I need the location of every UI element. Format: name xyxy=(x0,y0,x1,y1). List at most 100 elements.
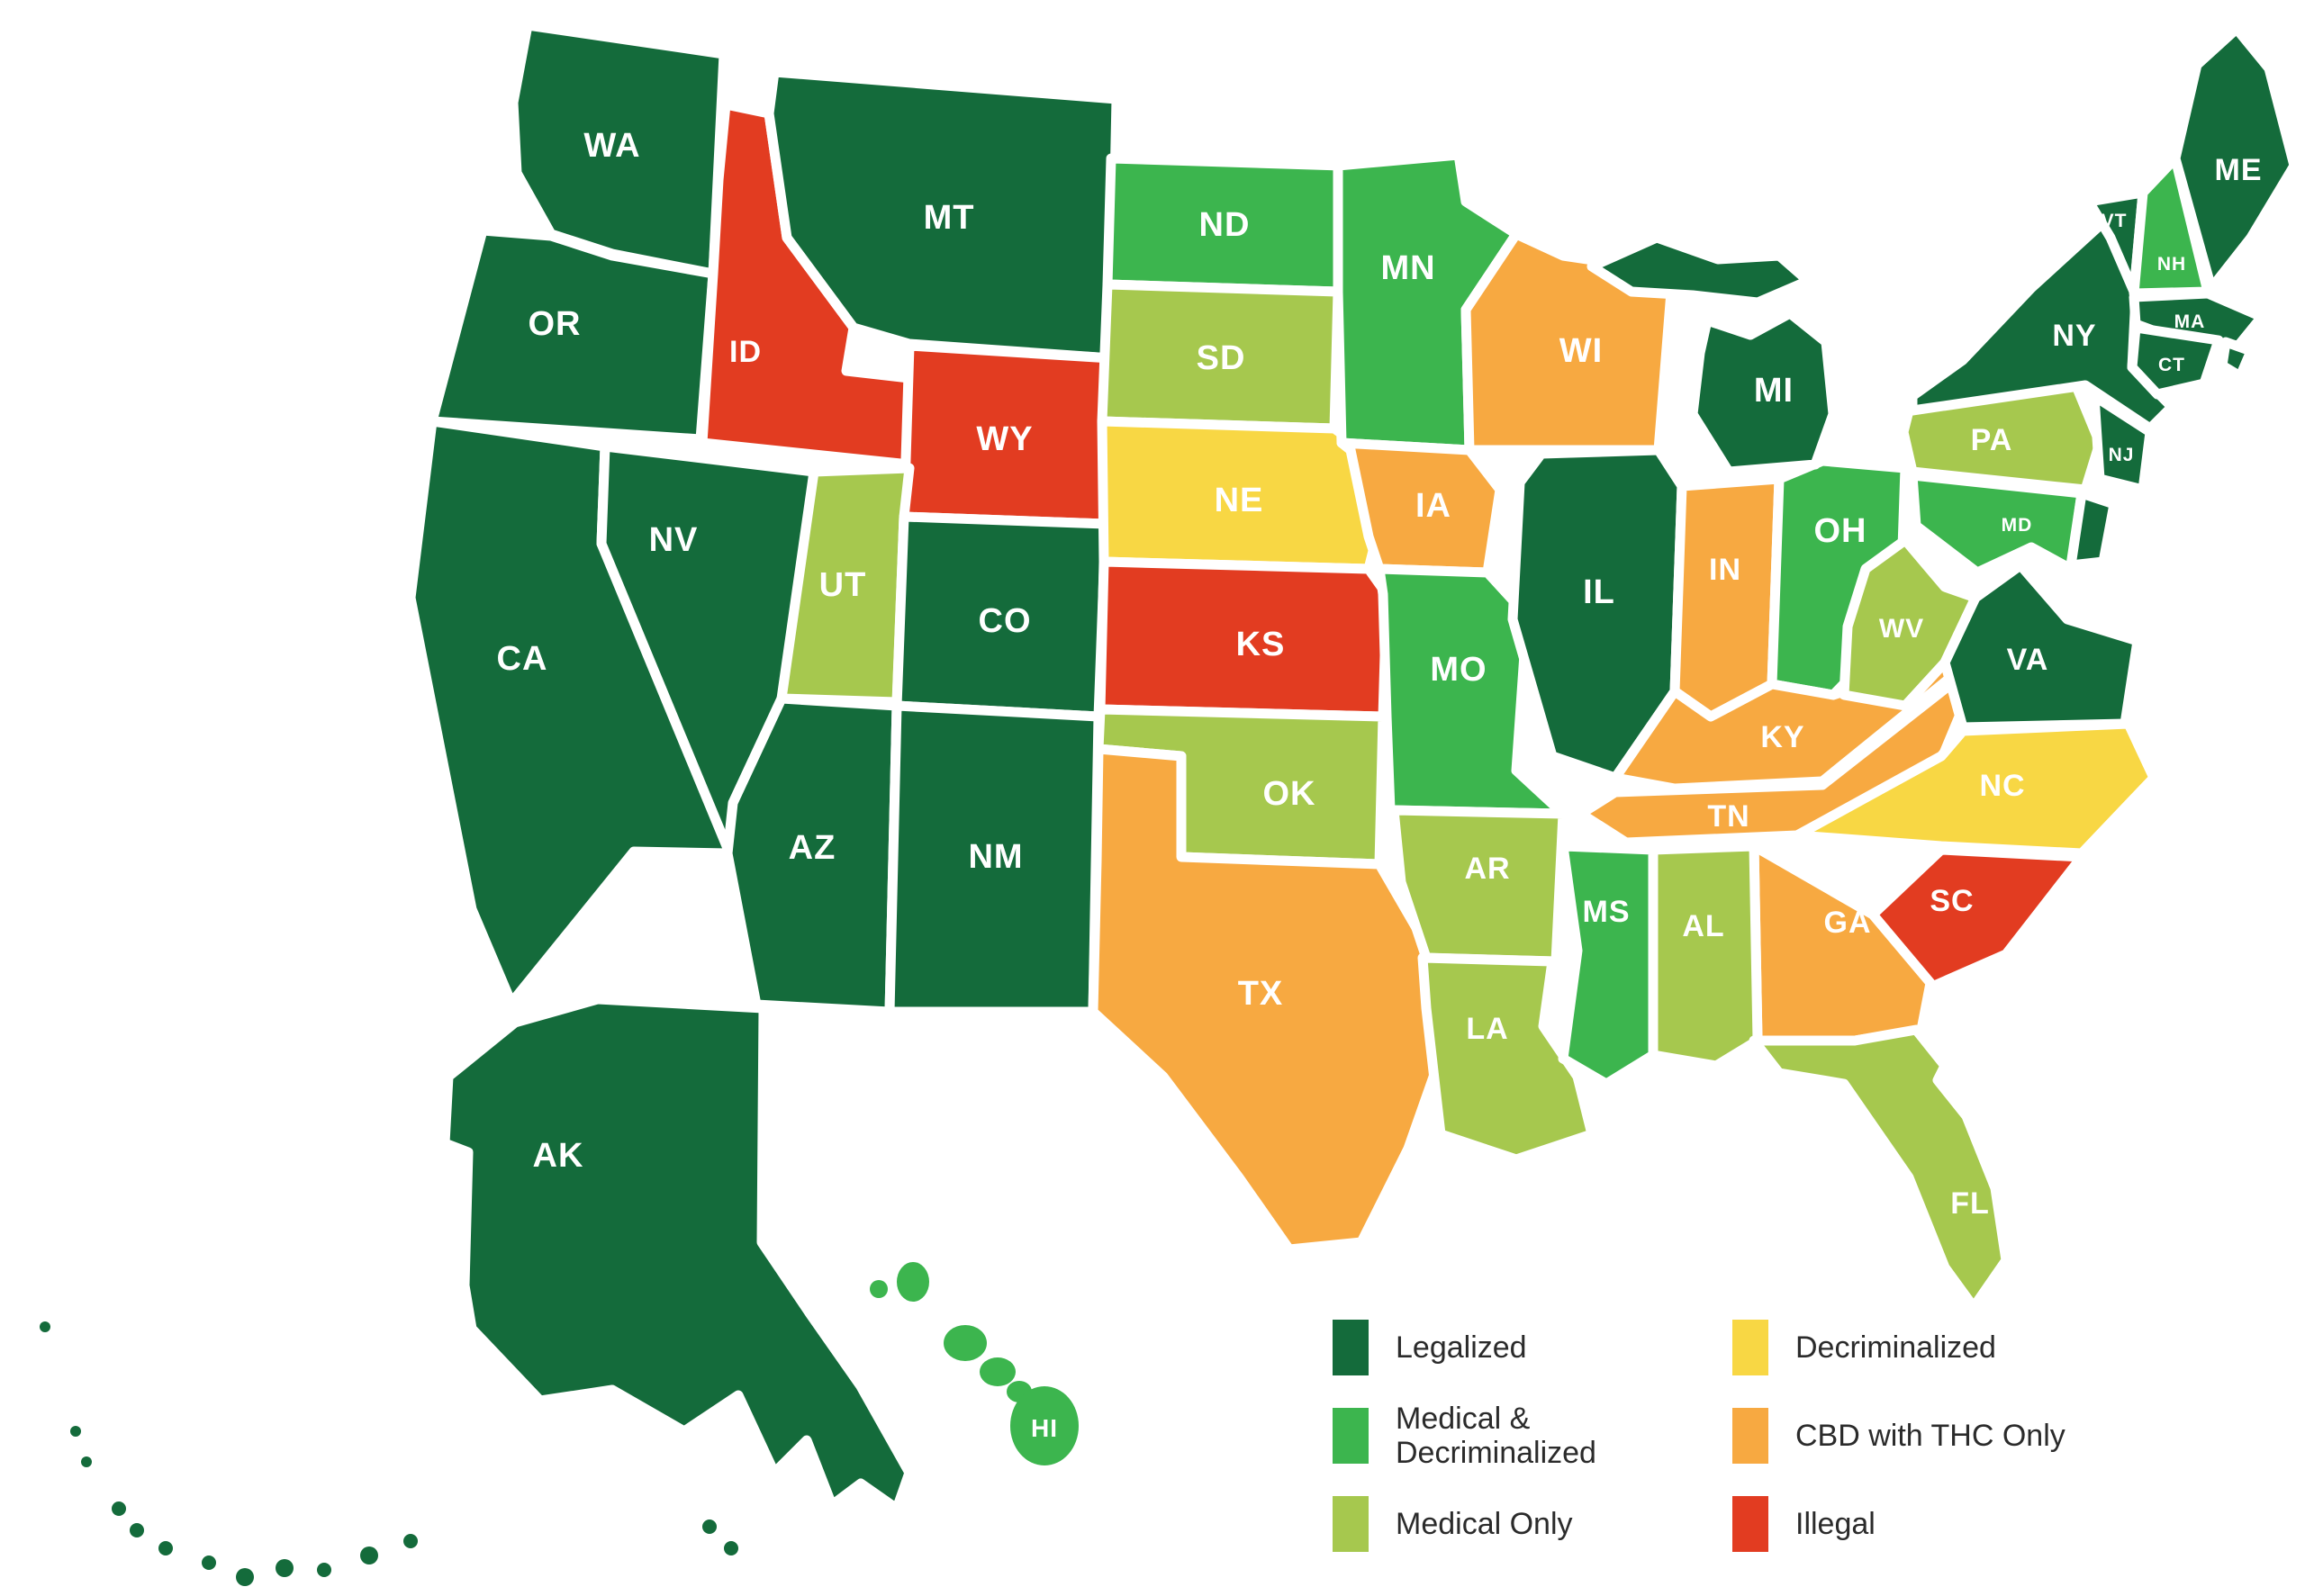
state-label-ga: GA xyxy=(1824,906,1872,940)
legend-swatch-medical-only xyxy=(1333,1496,1369,1552)
state-label-id: ID xyxy=(729,335,762,369)
legend: Legalized Medical & Decriminalized Medic… xyxy=(1333,1320,2201,1584)
state-label-la: LA xyxy=(1466,1012,1508,1046)
state-label-wa: WA xyxy=(583,127,640,165)
state-al xyxy=(1648,841,1763,1071)
state-label-wi: WI xyxy=(1559,332,1603,370)
state-label-ks: KS xyxy=(1236,626,1286,663)
state-la xyxy=(1417,952,1597,1165)
state-mt xyxy=(764,67,1122,364)
islands-layer xyxy=(40,1262,1079,1586)
legend-label-decriminalized: Decriminalized xyxy=(1795,1330,1996,1365)
state-label-or: OR xyxy=(529,305,582,343)
state-label-sd: SD xyxy=(1197,339,1246,377)
state-label-nd: ND xyxy=(1199,206,1251,244)
legend-item-legalized: Legalized xyxy=(1333,1320,1732,1375)
state-ar xyxy=(1388,805,1568,967)
state-label-ar: AR xyxy=(1464,852,1510,886)
state-ms xyxy=(1558,841,1659,1089)
aleutian-island xyxy=(403,1534,418,1548)
state-label-ok: OK xyxy=(1263,775,1316,813)
state-label-ct: CT xyxy=(2158,355,2185,375)
state-label-az: AZ xyxy=(789,829,836,867)
state-label-il: IL xyxy=(1583,573,1615,611)
state-label-nc: NC xyxy=(1979,769,2025,803)
legend-column-2: Decriminalized CBD with THC Only Illegal xyxy=(1732,1320,2201,1584)
state-label-tx: TX xyxy=(1238,975,1284,1013)
legend-column-1: Legalized Medical & Decriminalized Medic… xyxy=(1333,1320,1732,1584)
aleutian-island xyxy=(317,1563,331,1577)
state-label-wv: WV xyxy=(1879,614,1924,644)
state-label-pa: PA xyxy=(1971,423,2013,457)
state-label-ca: CA xyxy=(497,640,548,678)
state-va xyxy=(1939,560,2143,733)
aleutian-island xyxy=(70,1426,81,1437)
aleutian-island xyxy=(40,1321,50,1332)
aleutian-island xyxy=(360,1546,378,1564)
hi-island xyxy=(944,1325,987,1361)
state-label-md: MD xyxy=(2002,515,2033,536)
ak-island xyxy=(702,1519,717,1534)
state-ct xyxy=(2127,322,2224,400)
state-label-ne: NE xyxy=(1215,482,1264,519)
state-label-oh: OH xyxy=(1814,512,1867,550)
state-me xyxy=(2170,23,2300,293)
state-de xyxy=(2065,488,2120,571)
legend-label-cbd-thc-only: CBD with THC Only xyxy=(1795,1418,2065,1453)
state-ri xyxy=(2217,337,2256,382)
legend-item-decriminalized: Decriminalized xyxy=(1732,1320,2201,1375)
legend-swatch-illegal xyxy=(1732,1496,1768,1552)
aleutian-island xyxy=(236,1568,254,1586)
state-label-me: ME xyxy=(2215,153,2263,187)
legend-label-legalized: Legalized xyxy=(1396,1330,1527,1365)
state-label-in: IN xyxy=(1709,553,1741,587)
state-label-hi: HI xyxy=(1031,1414,1058,1442)
hi-island xyxy=(980,1357,1016,1386)
state-label-wy: WY xyxy=(976,420,1033,458)
state-label-ak: AK xyxy=(533,1137,584,1175)
ak-island xyxy=(724,1541,738,1555)
state-md xyxy=(1907,470,2087,578)
state-label-al: AL xyxy=(1682,909,1724,943)
legend-swatch-legalized xyxy=(1333,1320,1369,1375)
legend-label-medical-decriminalized: Medical & Decriminalized xyxy=(1396,1401,1596,1470)
state-labels-layer: WA OR CA NV ID MT WY UT CO AZ NM ND SD N… xyxy=(497,127,2263,1442)
state-label-mi: MI xyxy=(1754,372,1794,410)
state-label-ia: IA xyxy=(1415,487,1451,525)
state-tx xyxy=(1088,744,1471,1255)
state-label-nv: NV xyxy=(649,521,699,559)
state-label-ny: NY xyxy=(2052,319,2096,353)
state-nj xyxy=(2089,391,2156,495)
hi-big-island xyxy=(1010,1386,1079,1465)
aleutian-island xyxy=(81,1456,92,1467)
aleutian-island xyxy=(130,1523,144,1537)
state-mi xyxy=(1586,232,1839,477)
state-in xyxy=(1669,473,1785,722)
states-layer xyxy=(405,20,2300,1514)
state-label-tn: TN xyxy=(1707,799,1749,834)
state-ak xyxy=(439,994,915,1514)
aleutian-island xyxy=(202,1555,216,1570)
state-fl xyxy=(1749,1024,2011,1312)
state-label-co: CO xyxy=(979,602,1032,640)
hi-island xyxy=(897,1262,929,1302)
state-label-ky: KY xyxy=(1760,720,1804,754)
state-label-mo: MO xyxy=(1430,651,1487,689)
state-label-va: VA xyxy=(2007,643,2049,677)
legend-item-medical-decriminalized: Medical & Decriminalized xyxy=(1333,1402,1732,1470)
state-label-mt: MT xyxy=(924,199,975,237)
state-label-nm: NM xyxy=(968,838,1023,876)
legend-label-illegal: Illegal xyxy=(1795,1506,1876,1541)
legend-item-medical-only: Medical Only xyxy=(1333,1496,1732,1552)
legend-swatch-decriminalized xyxy=(1732,1320,1768,1375)
state-label-vt: VT xyxy=(2102,211,2128,231)
legend-swatch-medical-decriminalized xyxy=(1333,1408,1369,1464)
aleutian-island xyxy=(276,1559,294,1577)
state-label-mn: MN xyxy=(1380,249,1435,287)
legend-label-medical-only: Medical Only xyxy=(1396,1506,1573,1541)
state-label-fl: FL xyxy=(1950,1186,1990,1221)
state-ny xyxy=(1907,207,2177,434)
aleutian-island xyxy=(158,1541,173,1555)
